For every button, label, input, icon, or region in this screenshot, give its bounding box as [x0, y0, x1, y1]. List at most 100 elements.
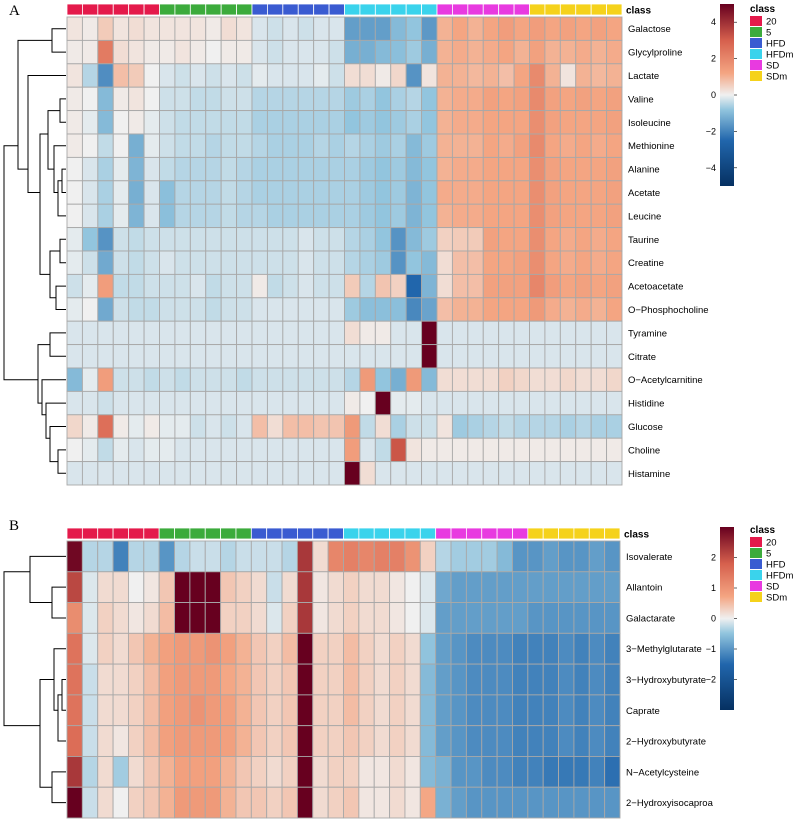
heat-cell — [66, 694, 83, 727]
heat-cell — [450, 602, 467, 634]
heat-cell — [282, 227, 299, 252]
heat-cell — [128, 437, 145, 463]
heat-cell — [558, 540, 575, 573]
heat-cell — [604, 755, 621, 788]
heat-cell — [174, 367, 191, 392]
heat-cell — [467, 180, 484, 205]
heat-cell — [465, 755, 483, 788]
dendrogram-branch — [51, 771, 66, 804]
heat-cell — [97, 86, 114, 112]
heat-cell — [529, 414, 546, 439]
annotation-cell-5 — [220, 3, 237, 16]
heat-cell — [220, 297, 238, 322]
heat-cell — [81, 437, 99, 463]
colorbar-tick-label: 1 — [711, 583, 716, 593]
heat-cell — [575, 320, 592, 346]
dendrogram-branch — [29, 555, 66, 604]
heat-cell — [374, 86, 392, 112]
heat-cell — [189, 39, 207, 65]
heat-cell — [513, 16, 530, 41]
heat-cell — [112, 180, 130, 205]
heat-cell — [496, 786, 513, 819]
heat-cell — [236, 110, 253, 135]
heat-cell — [527, 663, 544, 696]
heat-cell — [405, 320, 423, 346]
heat-cell — [496, 602, 513, 634]
heat-cell — [544, 320, 561, 346]
annotation-cell-5 — [174, 3, 191, 16]
heat-cell — [498, 180, 515, 205]
heat-cell — [328, 156, 345, 182]
heat-cell — [513, 203, 530, 229]
heat-cell — [359, 344, 376, 369]
heat-cell — [358, 663, 375, 696]
heat-cell — [205, 461, 222, 486]
heat-cell — [143, 297, 160, 322]
annotation-cell-20 — [128, 527, 145, 540]
heat-cell — [482, 110, 500, 135]
row-label: 2−Hydroxyisocaproa — [626, 798, 714, 809]
heat-cell — [573, 540, 590, 573]
heat-cell — [482, 203, 500, 229]
heat-cell — [189, 227, 207, 252]
heat-cell — [544, 180, 561, 205]
heat-cell — [374, 63, 392, 88]
heat-cell — [251, 156, 268, 182]
row-label: Acetoacetate — [628, 282, 683, 293]
heat-cell — [158, 755, 175, 788]
heat-cell — [482, 156, 500, 182]
annotation-cell-SDm — [544, 3, 561, 16]
heat-cell — [266, 461, 284, 486]
heat-cell — [436, 414, 453, 439]
heat-cell — [297, 203, 315, 229]
heat-cell — [604, 786, 621, 819]
heat-cell — [404, 786, 421, 819]
heat-cell — [97, 390, 114, 416]
legend-label: SD — [766, 61, 779, 72]
annotation-cell-SD — [513, 3, 530, 16]
heat-cell — [559, 227, 577, 252]
heat-cell — [97, 414, 114, 439]
heat-cell — [482, 16, 500, 41]
heat-cell — [220, 133, 238, 158]
heat-cell — [496, 694, 513, 727]
heat-cell — [313, 110, 330, 135]
heat-cell — [112, 203, 130, 229]
heat-cell — [451, 156, 469, 182]
heat-cell — [143, 786, 160, 819]
heat-cell — [266, 694, 283, 727]
heat-cell — [374, 180, 392, 205]
heat-cell — [481, 632, 498, 665]
heat-cell — [481, 725, 498, 757]
heat-cell — [112, 755, 129, 788]
heat-cell — [435, 602, 452, 634]
heat-cell — [529, 297, 546, 322]
heat-cell — [327, 755, 344, 788]
colorbar-tick-label: 2 — [711, 54, 716, 64]
heat-cell — [296, 694, 314, 727]
heat-cell — [158, 602, 175, 634]
heat-cell — [405, 390, 423, 416]
class-annotation-bar-a: class — [66, 3, 651, 17]
heat-cell — [81, 414, 99, 439]
heat-cell — [143, 437, 160, 463]
heat-cell — [513, 273, 530, 299]
heat-cell — [390, 320, 407, 346]
heat-cell — [220, 273, 238, 299]
heat-cell — [450, 632, 467, 665]
heat-cell — [359, 63, 376, 88]
heat-cell — [529, 437, 546, 463]
heat-cell — [359, 414, 376, 439]
heat-cell — [174, 227, 191, 252]
heat-cell — [297, 156, 315, 182]
heat-cell — [235, 755, 252, 788]
heat-cell — [344, 297, 361, 322]
heat-cell — [81, 297, 99, 322]
heat-cell — [236, 156, 253, 182]
heat-cell — [435, 540, 452, 573]
heat-cell — [328, 180, 345, 205]
heat-cell — [390, 390, 407, 416]
heat-cell — [405, 86, 423, 112]
heat-cell — [127, 755, 145, 788]
heat-cell — [266, 227, 284, 252]
